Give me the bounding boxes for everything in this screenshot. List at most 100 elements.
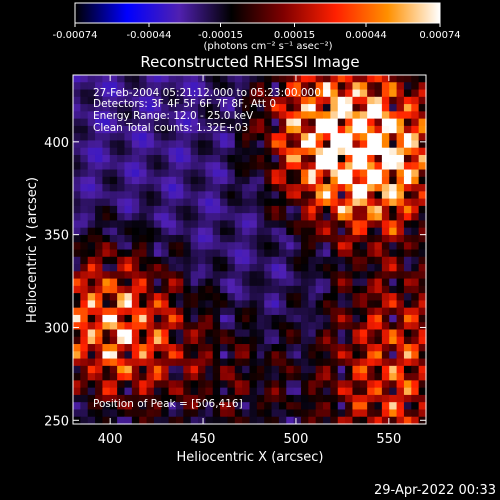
heatmap-cell — [109, 373, 118, 381]
heatmap-cell — [183, 96, 192, 105]
heatmap-cell — [367, 75, 376, 83]
heatmap-cell — [212, 213, 221, 222]
heatmap-cell — [109, 242, 118, 251]
heatmap-cell — [256, 125, 265, 134]
heatmap-cell — [315, 184, 324, 192]
heatmap-cell — [87, 285, 96, 294]
heatmap-cell — [220, 387, 229, 396]
heatmap-cell — [337, 176, 346, 185]
heatmap-cell — [381, 234, 390, 243]
heatmap-cell — [403, 176, 412, 185]
heatmap-cell — [242, 169, 251, 178]
heatmap-cell — [73, 118, 81, 127]
heatmap-cell — [161, 387, 170, 396]
heatmap-cell — [418, 329, 427, 338]
heatmap-cell — [352, 336, 361, 345]
heatmap-cell — [161, 82, 170, 91]
heatmap-cell — [168, 256, 177, 265]
heatmap-cell — [183, 213, 192, 222]
heatmap-cell — [73, 293, 81, 301]
heatmap-cell — [212, 293, 221, 301]
heatmap-cell — [87, 365, 96, 374]
heatmap-cell — [271, 344, 280, 352]
heatmap-cell — [183, 278, 192, 287]
heatmap-cell — [352, 82, 361, 91]
heatmap-cell — [286, 380, 295, 389]
heatmap-cell — [168, 351, 177, 360]
heatmap-cell — [403, 242, 412, 251]
heatmap-cell — [73, 191, 81, 200]
heatmap-cell — [153, 402, 162, 411]
heatmap-cell — [117, 285, 126, 294]
heatmap-cell — [190, 242, 199, 251]
heatmap-cell — [374, 140, 383, 149]
heatmap-cell — [102, 264, 111, 272]
heatmap-cell — [330, 213, 339, 222]
heatmap-cell — [249, 176, 258, 185]
heatmap-cell — [293, 96, 302, 105]
heatmap-cell — [374, 329, 383, 338]
heatmap-cell — [315, 307, 324, 316]
heatmap-cell — [278, 154, 287, 163]
heatmap-cell — [146, 285, 155, 294]
heatmap-cell — [278, 118, 287, 127]
heatmap-cell — [278, 205, 287, 214]
heatmap-cell — [389, 75, 398, 83]
heatmap-cell — [139, 380, 148, 389]
heatmap-cell — [205, 176, 214, 185]
heatmap-cell — [293, 394, 302, 403]
heatmap-cell — [367, 220, 376, 229]
heatmap-cell — [389, 307, 398, 316]
heatmap-cell — [242, 264, 251, 272]
heatmap-cell — [249, 285, 258, 294]
heatmap-cell — [212, 285, 221, 294]
heatmap-cell — [264, 373, 273, 381]
heatmap-cell — [323, 234, 331, 243]
heatmap-cell — [146, 118, 155, 127]
heatmap-cell — [256, 300, 265, 309]
heatmap-cell — [345, 162, 354, 171]
heatmap-cell — [139, 104, 148, 112]
heatmap-cell — [264, 285, 273, 294]
heatmap-cell — [359, 147, 368, 156]
heatmap-cell — [153, 140, 162, 149]
heatmap-cell — [80, 293, 89, 301]
heatmap-cell — [359, 416, 368, 425]
heatmap-cell — [300, 373, 309, 381]
heatmap-cell — [190, 271, 199, 280]
heatmap-cell — [234, 96, 243, 105]
heatmap-cell — [212, 198, 221, 207]
heatmap-cell — [139, 220, 148, 229]
heatmap-cell — [161, 322, 170, 331]
heatmap-cell — [389, 111, 398, 120]
heatmap-cell — [212, 271, 221, 280]
heatmap-cell — [249, 111, 258, 120]
heatmap-cell — [124, 365, 133, 374]
heatmap-cell — [124, 198, 133, 207]
heatmap-cell — [278, 278, 287, 287]
heatmap-cell — [220, 409, 229, 418]
x-tick-label: 400 — [98, 432, 123, 447]
heatmap-cell — [80, 227, 89, 236]
heatmap-cell — [359, 300, 368, 309]
heatmap-cell — [242, 111, 251, 120]
heatmap-cell — [183, 89, 192, 98]
heatmap-cell — [374, 220, 383, 229]
heatmap-cell — [102, 205, 111, 214]
heatmap-cell — [183, 104, 192, 112]
heatmap-cell — [418, 234, 427, 243]
heatmap-cell — [293, 242, 302, 251]
heatmap-cell — [249, 409, 258, 418]
heatmap-cell — [330, 220, 339, 229]
heatmap-cell — [286, 394, 295, 403]
heatmap-cell — [117, 351, 126, 360]
heatmap-cell — [153, 351, 162, 360]
heatmap-cell — [278, 307, 287, 316]
heatmap-cell — [175, 118, 184, 127]
heatmap-cell — [198, 118, 206, 127]
heatmap-cell — [153, 191, 162, 200]
heatmap-cell — [359, 198, 368, 207]
heatmap-cell — [212, 234, 221, 243]
heatmap-cell — [234, 140, 243, 149]
